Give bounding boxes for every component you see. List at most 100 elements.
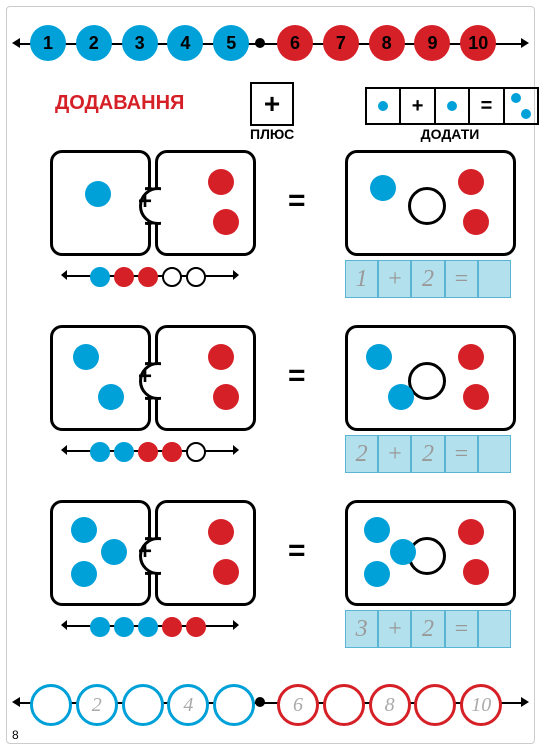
result-box [345, 325, 516, 431]
answer-cell[interactable]: = [445, 260, 478, 298]
dot-icon [213, 559, 239, 585]
trace-circle[interactable]: 10 [460, 684, 502, 726]
problem-row: +=3+2= [30, 500, 511, 665]
puzzle: + [50, 150, 250, 250]
answer-cell[interactable]: 1 [345, 260, 378, 298]
trace-circle[interactable]: 2 [76, 684, 118, 726]
dot-icon [511, 93, 521, 103]
answer-cell[interactable]: + [378, 435, 411, 473]
answer-cell[interactable] [478, 435, 511, 473]
plus-sign: + [138, 188, 152, 216]
puzzle: + [50, 325, 250, 425]
dot-icon [213, 209, 239, 235]
example-cell: = [470, 89, 504, 123]
dot-icon [458, 169, 484, 195]
dot-icon [208, 344, 234, 370]
trace-circle[interactable] [30, 684, 72, 726]
answer-cell[interactable]: 3 [345, 610, 378, 648]
trace-circle[interactable] [323, 684, 365, 726]
answer-cell[interactable]: 2 [411, 435, 444, 473]
arrow-left-icon [12, 697, 20, 707]
bead-icon [90, 442, 110, 462]
trace-circle[interactable]: 8 [369, 684, 411, 726]
equals-sign: = [288, 184, 306, 218]
bead-line [75, 440, 225, 460]
answer-cell[interactable]: = [445, 610, 478, 648]
dot-icon [208, 519, 234, 545]
dot-icon [463, 384, 489, 410]
bead-icon [186, 442, 206, 462]
answer-cell[interactable]: 2 [345, 435, 378, 473]
example-cell [505, 89, 537, 123]
trace-circle[interactable] [213, 684, 255, 726]
bead-icon [162, 442, 182, 462]
dot-icon [521, 109, 531, 119]
bead-icon [114, 442, 134, 462]
bead-icon [138, 617, 158, 637]
dot-icon [378, 101, 388, 111]
answer-strip[interactable]: 3+2= [345, 610, 511, 648]
number-circle: 5 [213, 25, 249, 61]
dot-icon [370, 175, 396, 201]
puzzle-right [155, 150, 256, 256]
example-cell [436, 89, 470, 123]
example-cell: + [401, 89, 435, 123]
add-label: ДОДАТИ [365, 126, 535, 142]
result-box [345, 500, 516, 606]
bead-icon [138, 442, 158, 462]
dot-icon [447, 101, 457, 111]
dot-icon [85, 181, 111, 207]
page-number: 8 [12, 728, 19, 742]
trace-circle[interactable] [414, 684, 456, 726]
trace-circle[interactable]: 6 [277, 684, 319, 726]
number-circle: 3 [122, 25, 158, 61]
bead-icon [186, 267, 206, 287]
plus-sign: + [138, 363, 152, 391]
puzzle: + [50, 500, 250, 600]
equals-sign: = [288, 534, 306, 568]
answer-cell[interactable]: 2 [411, 610, 444, 648]
number-circle: 1 [30, 25, 66, 61]
dot-icon [390, 539, 416, 565]
arrow-left-icon [12, 38, 20, 48]
answer-strip[interactable]: 1+2= [345, 260, 511, 298]
page-title: ДОДАВАННЯ [55, 92, 184, 115]
arrow-right-icon [521, 38, 529, 48]
number-circle: 10 [460, 25, 496, 61]
puzzle-left [50, 500, 151, 606]
answer-cell[interactable] [478, 610, 511, 648]
answer-strip[interactable]: 2+2= [345, 435, 511, 473]
dot-icon [364, 561, 390, 587]
trace-circle[interactable] [122, 684, 164, 726]
addition-example: + = [365, 87, 539, 125]
bead-icon [162, 267, 182, 287]
dot-icon [458, 519, 484, 545]
dot-icon [463, 209, 489, 235]
problem-row: + =2+2= [30, 325, 511, 490]
number-circle: 4 [167, 25, 203, 61]
answer-cell[interactable]: + [378, 610, 411, 648]
dot-icon [73, 344, 99, 370]
example-cell [367, 89, 401, 123]
answer-cell[interactable] [478, 260, 511, 298]
divider-dot [255, 38, 265, 48]
dot-icon [71, 561, 97, 587]
number-circle: 7 [323, 25, 359, 61]
problem-row: +=1+2= [30, 150, 511, 315]
answer-cell[interactable]: = [445, 435, 478, 473]
dot-icon [458, 344, 484, 370]
dot-icon [364, 517, 390, 543]
trace-circle[interactable]: 4 [167, 684, 209, 726]
dot-icon [213, 384, 239, 410]
answer-cell[interactable]: + [378, 260, 411, 298]
answer-cell[interactable]: 2 [411, 260, 444, 298]
dot-icon [463, 559, 489, 585]
bead-icon [186, 617, 206, 637]
puzzle-right [155, 325, 256, 431]
bead-icon [90, 267, 110, 287]
divider-dot [255, 697, 265, 707]
header: ДОДАВАННЯ + ПЛЮС + = ДОДАТИ [30, 82, 511, 132]
bead-icon [114, 617, 134, 637]
number-circle: 6 [277, 25, 313, 61]
puzzle-left [50, 325, 151, 431]
